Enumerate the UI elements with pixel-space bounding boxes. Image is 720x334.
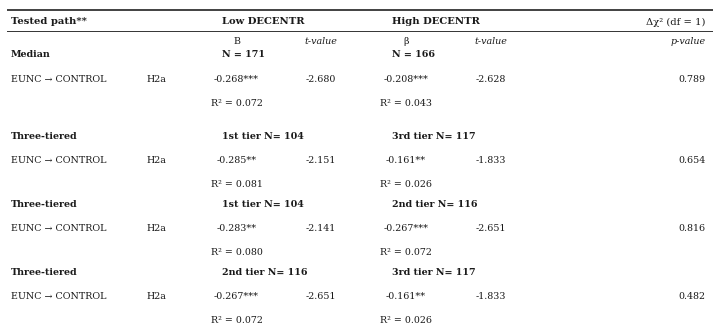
Text: H2a: H2a [147,156,167,165]
Text: R² = 0.072: R² = 0.072 [380,248,432,257]
Text: Tested path**: Tested path** [11,17,86,26]
Text: 2nd tier N= 116: 2nd tier N= 116 [222,268,308,277]
Text: -2.680: -2.680 [306,75,336,84]
Text: -2.141: -2.141 [306,224,336,233]
Text: -2.628: -2.628 [475,75,505,84]
Text: t-value: t-value [474,37,507,46]
Text: -0.161**: -0.161** [386,292,426,301]
Text: High DECENTR: High DECENTR [392,17,480,26]
Text: R² = 0.081: R² = 0.081 [210,180,263,189]
Text: H2a: H2a [147,75,167,84]
Text: -0.283**: -0.283** [217,224,256,233]
Text: 0.789: 0.789 [679,75,706,84]
Text: -0.161**: -0.161** [386,156,426,165]
Text: R² = 0.026: R² = 0.026 [380,316,432,325]
Text: -0.268***: -0.268*** [214,75,259,84]
Text: 0.482: 0.482 [679,292,706,301]
Text: H2a: H2a [147,292,167,301]
Text: -2.651: -2.651 [475,224,505,233]
Text: 3rd tier N= 117: 3rd tier N= 117 [392,132,475,141]
Text: 3rd tier N= 117: 3rd tier N= 117 [392,268,475,277]
Text: -0.208***: -0.208*** [384,75,428,84]
Text: Three-tiered: Three-tiered [11,200,77,209]
Text: EUNC → CONTROL: EUNC → CONTROL [11,75,107,84]
Text: -2.151: -2.151 [306,156,336,165]
Text: -2.651: -2.651 [306,292,336,301]
Text: B: B [233,37,240,46]
Text: 1st tier N= 104: 1st tier N= 104 [222,132,305,141]
Text: EUNC → CONTROL: EUNC → CONTROL [11,292,107,301]
Text: R² = 0.080: R² = 0.080 [210,248,263,257]
Text: Three-tiered: Three-tiered [11,132,77,141]
Text: -1.833: -1.833 [475,156,505,165]
Text: -0.267***: -0.267*** [214,292,259,301]
Text: -1.833: -1.833 [475,292,505,301]
Text: R² = 0.072: R² = 0.072 [210,99,263,108]
Text: 0.816: 0.816 [679,224,706,233]
Text: Median: Median [11,50,50,59]
Text: 0.654: 0.654 [678,156,706,165]
Text: R² = 0.072: R² = 0.072 [210,316,263,325]
Text: EUNC → CONTROL: EUNC → CONTROL [11,156,107,165]
Text: Low DECENTR: Low DECENTR [222,17,305,26]
Text: p-value: p-value [670,37,706,46]
Text: Three-tiered: Three-tiered [11,268,77,277]
Text: H2a: H2a [147,224,167,233]
Text: β: β [403,37,409,46]
Text: 2nd tier N= 116: 2nd tier N= 116 [392,200,477,209]
Text: R² = 0.043: R² = 0.043 [380,99,432,108]
Text: t-value: t-value [305,37,338,46]
Text: -0.285**: -0.285** [217,156,256,165]
Text: 1st tier N= 104: 1st tier N= 104 [222,200,305,209]
Text: N = 166: N = 166 [392,50,435,59]
Text: R² = 0.026: R² = 0.026 [380,180,432,189]
Text: EUNC → CONTROL: EUNC → CONTROL [11,224,107,233]
Text: -0.267***: -0.267*** [383,224,428,233]
Text: Δχ² (df = 1): Δχ² (df = 1) [647,17,706,26]
Text: N = 171: N = 171 [222,50,266,59]
